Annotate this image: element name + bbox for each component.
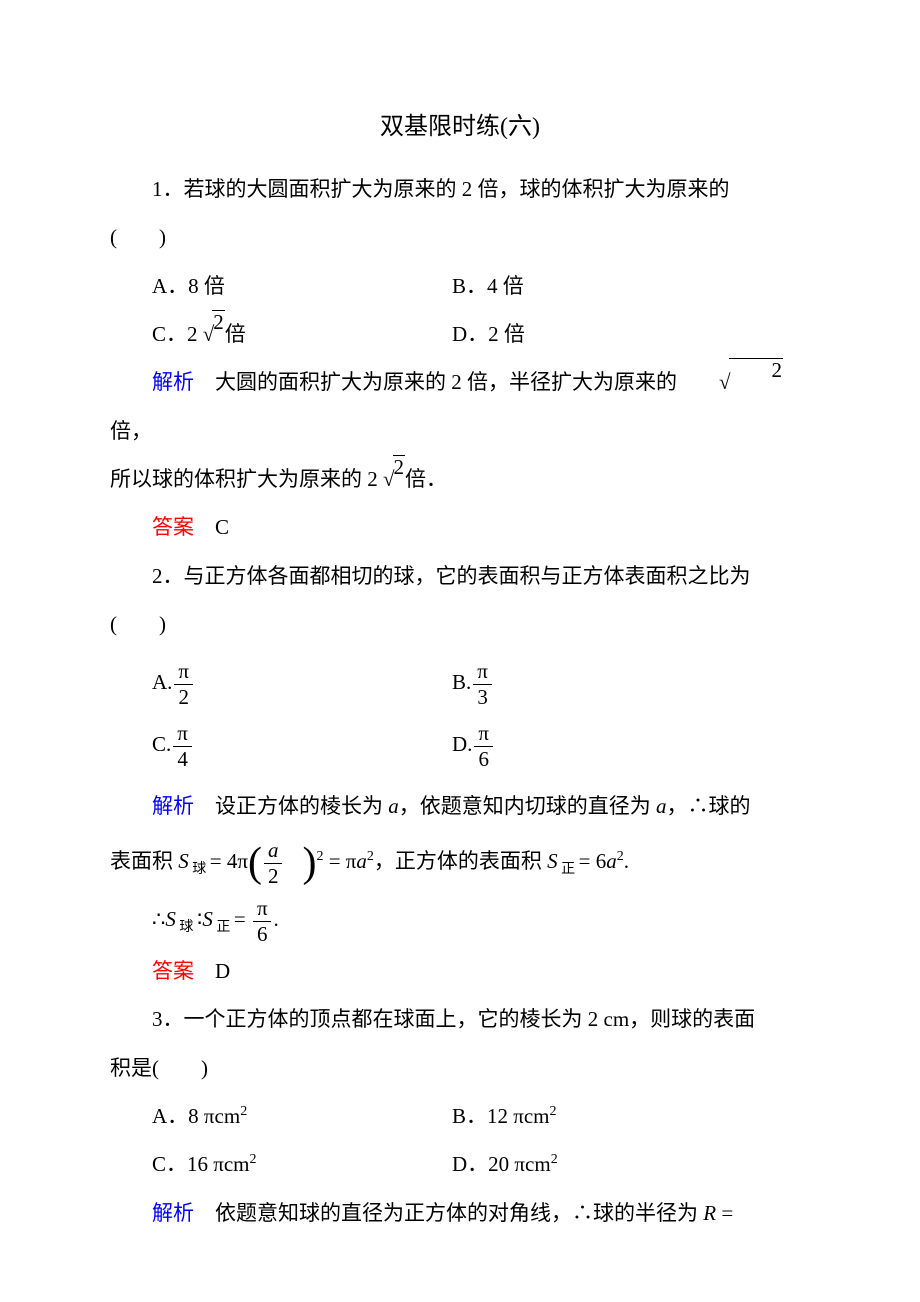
- q3-analysis: 解析 依题意知球的直径为正方体的对角线，∴球的半径为 R =: [110, 1189, 810, 1237]
- q1-paren: ( ): [110, 213, 810, 261]
- analysis-label: 解析: [152, 794, 194, 818]
- q3-option-a: A．8 πcm2: [152, 1092, 452, 1140]
- answer-label: 答案: [152, 515, 194, 539]
- q1-stem: 1．若球的大圆面积扩大为原来的 2 倍，球的体积扩大为原来的: [110, 165, 810, 213]
- q3-option-d: D．20 πcm2: [452, 1140, 810, 1188]
- q2-option-d: D.π6: [452, 720, 810, 772]
- q3-stem: 3．一个正方体的顶点都在球面上，它的棱长为 2 cm，则球的表面: [110, 995, 810, 1043]
- q1-option-a: A．8 倍: [152, 262, 452, 310]
- page-title: 双基限时练(六): [110, 100, 810, 155]
- q3-option-b: B．12 πcm2: [452, 1092, 810, 1140]
- q1-answer: 答案 C: [110, 503, 810, 551]
- q2-analysis-line2: 表面积 S 球 = 4π(a2)2 = πa2，正方体的表面积 S 正 = 6a…: [110, 830, 810, 893]
- q1-option-d: D．2 倍: [452, 310, 810, 358]
- q2-analysis-line1: 解析 设正方体的棱长为 a，依题意知内切球的直径为 a，∴球的: [110, 782, 810, 830]
- q2-stem: 2．与正方体各面都相切的球，它的表面积与正方体表面积之比为: [110, 552, 810, 600]
- q2-paren: ( ): [110, 600, 810, 648]
- q1-options-row1: A．8 倍 B．4 倍: [152, 262, 810, 310]
- q1-options-row2: C．2 √2倍 D．2 倍: [152, 310, 810, 358]
- q1-option-b: B．4 倍: [452, 262, 810, 310]
- q2-options-row2: C.π4 D.π6: [152, 720, 810, 772]
- q2-option-b: B.π3: [452, 658, 810, 710]
- analysis-label: 解析: [152, 1201, 194, 1225]
- analysis-label: 解析: [152, 370, 194, 394]
- q3-options-row1: A．8 πcm2 B．12 πcm2: [152, 1092, 810, 1140]
- q3-option-c: C．16 πcm2: [152, 1140, 452, 1188]
- q2-answer: 答案 D: [110, 947, 810, 995]
- q2-option-a: A.π2: [152, 658, 452, 710]
- q1-option-c: C．2 √2倍: [152, 310, 452, 358]
- q1-analysis-line2: 所以球的体积扩大为原来的 2 √2倍．: [110, 455, 810, 503]
- answer-label: 答案: [152, 959, 194, 983]
- q2-option-c: C.π4: [152, 720, 452, 772]
- q3-options-row2: C．16 πcm2 D．20 πcm2: [152, 1140, 810, 1188]
- q1-analysis: 解析 大圆的面积扩大为原来的 2 倍，半径扩大为原来的√2倍，: [110, 358, 810, 455]
- q2-options-row1: A.π2 B.π3: [152, 658, 810, 710]
- q3-stem2: 积是( ): [110, 1044, 810, 1092]
- q2-conclusion: ∴S 球 ∶S 正 = π6.: [152, 893, 810, 947]
